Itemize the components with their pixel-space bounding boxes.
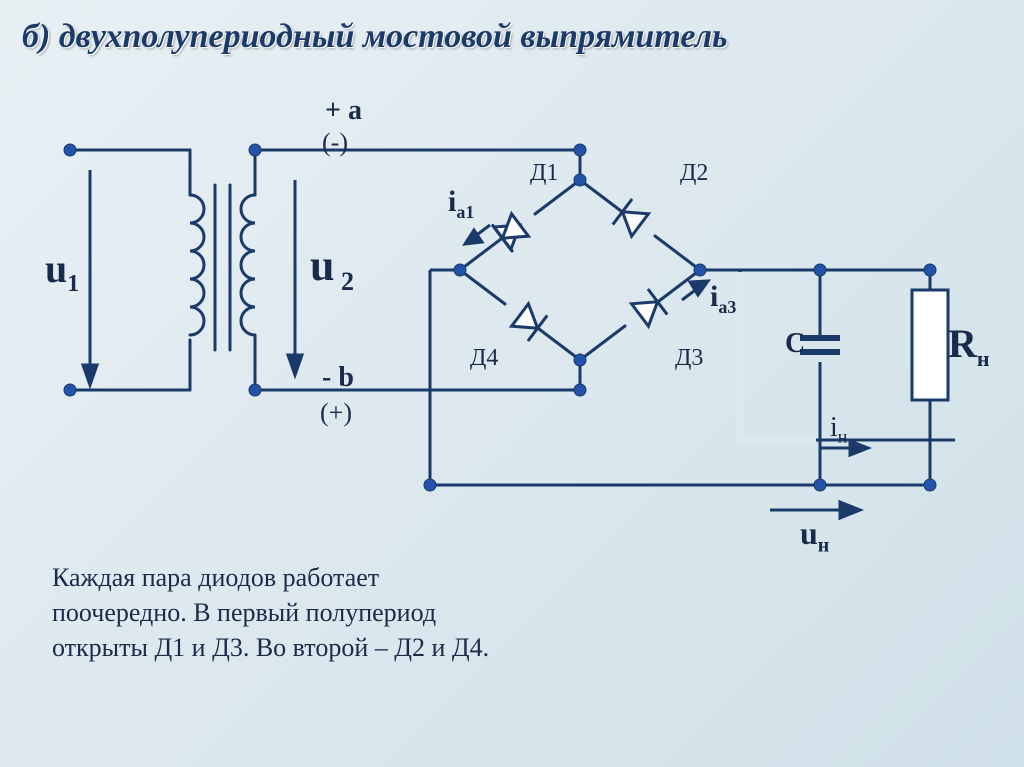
label-d3: Д3 <box>675 345 703 372</box>
description-text: Каждая пара диодов работает поочередно. … <box>52 560 492 665</box>
label-u1: u1 <box>45 245 79 298</box>
label-R: Rн <box>948 320 990 372</box>
label-C: С <box>785 328 805 360</box>
label-ia3: iа3 <box>710 280 736 318</box>
label-minus-paren: (-) <box>322 128 348 158</box>
label-d4: Д4 <box>470 345 498 372</box>
page-title: б) двухполупериодный мостовой выпрямител… <box>22 18 728 56</box>
label-minus-b: - b <box>322 362 354 394</box>
label-un: uн <box>800 515 829 557</box>
label-u2: u 2 <box>310 240 354 297</box>
label-plus-paren: (+) <box>320 398 352 428</box>
label-d1: Д1 <box>530 160 558 187</box>
label-in: iн <box>830 412 847 448</box>
label-plus-a: + а <box>325 95 362 127</box>
circuit-diagram: u1 u 2 + а (-) - b (+) Д1 Д2 Д3 Д4 iа1 i… <box>50 90 970 560</box>
label-ia1: iа1 <box>448 185 474 223</box>
label-d2: Д2 <box>680 160 708 187</box>
